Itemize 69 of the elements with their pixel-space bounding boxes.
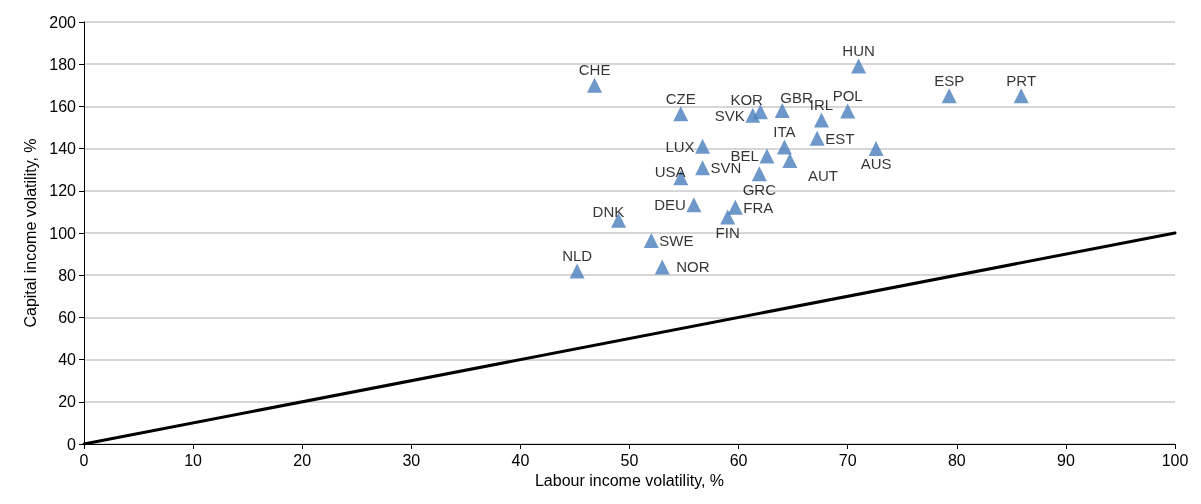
point (941, 88, 957, 104)
point (720, 209, 736, 225)
point (695, 138, 711, 154)
annotation: ESP (934, 71, 965, 89)
x-tick-label: 70 (838, 451, 857, 469)
y-tick-label: 200 (49, 13, 77, 31)
annotation: CZE (665, 89, 696, 107)
x-tick-label: 100 (1161, 451, 1189, 469)
point (569, 263, 585, 279)
annotation: HUN (842, 42, 875, 60)
annotation: GRC (742, 180, 777, 198)
annotation: NOR (676, 257, 710, 275)
annotation: SWE (659, 231, 694, 249)
point (686, 197, 702, 213)
annotation: SVK (714, 106, 745, 124)
y-tick-label: 180 (49, 55, 77, 73)
annotation: FIN (715, 223, 740, 241)
annotation: KOR (730, 90, 764, 108)
point (673, 106, 689, 122)
point (840, 103, 856, 119)
annotation: DNK (592, 203, 625, 221)
point (727, 199, 743, 215)
point (759, 148, 775, 164)
y-tick-label: 100 (49, 224, 77, 242)
annotation: PRT (1006, 71, 1037, 89)
annotation: AUS (860, 155, 892, 173)
annotation: ITA (773, 122, 796, 140)
point (774, 102, 790, 118)
x-tick-label: 20 (293, 451, 312, 469)
annotation: NLD (562, 246, 593, 264)
x-axis-title: Labour income volatility, % (534, 472, 725, 490)
annotation: POL (832, 87, 863, 105)
annotation: LUX (665, 137, 695, 155)
x-tick-label: 60 (729, 451, 748, 469)
point (1013, 88, 1029, 104)
point (695, 160, 711, 176)
y-tick-label: 60 (58, 308, 77, 326)
annotation: AUT (807, 167, 838, 185)
y-tick-label: 140 (49, 140, 77, 158)
x-tick-label: 50 (620, 451, 639, 469)
point (752, 104, 768, 120)
annotation: DEU (654, 196, 686, 214)
x-tick-label: 40 (511, 451, 530, 469)
x-tick-label: 30 (402, 451, 421, 469)
y-tick-label: 80 (58, 266, 77, 284)
point (776, 139, 792, 155)
x-tick-label: 10 (184, 451, 203, 469)
point (587, 77, 603, 93)
annotation: CHE (578, 61, 611, 79)
point (868, 140, 884, 156)
point (809, 130, 825, 146)
annotation: USA (654, 162, 686, 180)
point (782, 152, 798, 168)
annotation: EST (825, 129, 855, 147)
point (851, 58, 867, 74)
point (751, 166, 767, 182)
y-tick-label: 0 (67, 435, 77, 453)
x-tick-label: 90 (1057, 451, 1075, 469)
point (643, 232, 659, 248)
y-tick-label: 120 (49, 182, 77, 200)
point (814, 112, 830, 128)
point (654, 259, 670, 275)
x-tick-label: 80 (947, 451, 966, 469)
y-axis-title: Capital income volatility, % (21, 138, 39, 328)
y-tick-label: 160 (49, 97, 77, 115)
x-tick-label: 0 (79, 451, 89, 469)
y-tick-label: 40 (58, 351, 77, 369)
annotation: FRA (743, 198, 774, 216)
y-tick-label: 20 (58, 393, 77, 411)
